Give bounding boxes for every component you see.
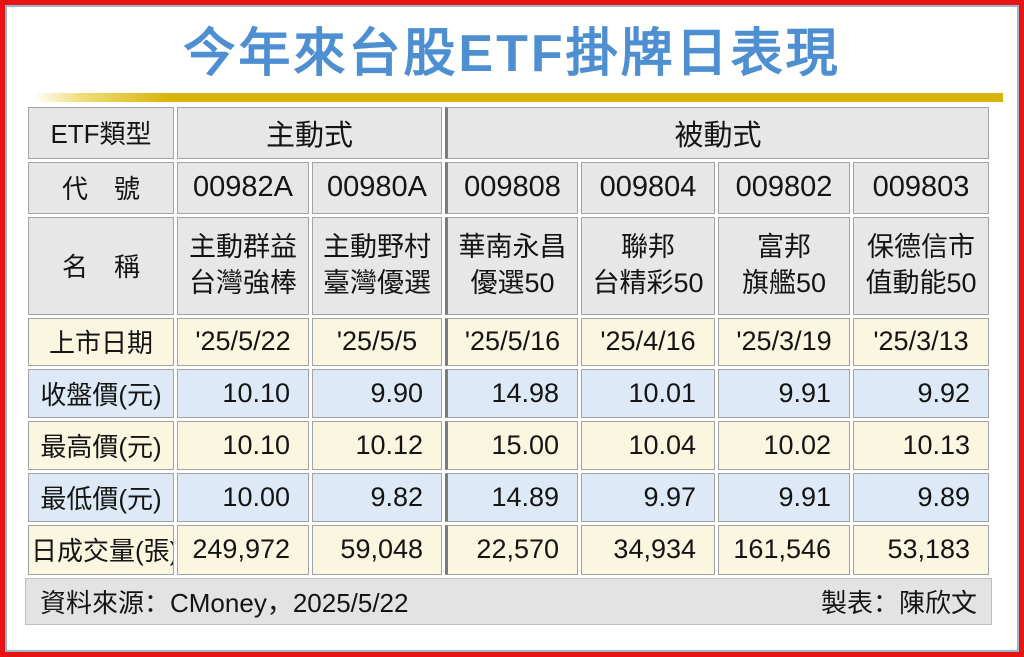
cell-volume-0: 249,972 bbox=[177, 524, 309, 575]
table-row-close: 收盤價(元) 10.10 9.90 14.98 10.01 9.91 9.92 bbox=[28, 368, 990, 418]
cell-volume-5: 53,183 bbox=[853, 524, 990, 575]
footer-bar: 資料來源：CMoney，2025/5/22 製表：陳欣文 bbox=[25, 577, 992, 625]
data-source: 資料來源：CMoney，2025/5/22 bbox=[40, 587, 409, 618]
cell-high-0: 10.10 bbox=[177, 420, 309, 470]
cell-volume-2: 22,570 bbox=[445, 524, 579, 575]
cell-date-1: '25/5/5 bbox=[312, 317, 443, 366]
cell-date-5: '25/3/13 bbox=[853, 317, 990, 366]
cell-date-3: '25/4/16 bbox=[581, 317, 716, 366]
cell-volume-3: 34,934 bbox=[581, 524, 716, 575]
cell-high-2: 15.00 bbox=[445, 420, 579, 470]
cell-close-2: 14.98 bbox=[445, 368, 579, 418]
cell-volume-4: 161,546 bbox=[718, 524, 851, 575]
cell-date-0: '25/5/22 bbox=[177, 317, 309, 366]
passive-group-header: 被動式 bbox=[445, 106, 990, 159]
name-line: 值動能50 bbox=[865, 267, 977, 298]
cell-low-5: 9.89 bbox=[853, 472, 990, 522]
row-label-volume: 日成交量(張) bbox=[28, 524, 174, 575]
name-line: 保德信市 bbox=[867, 232, 976, 263]
cell-code-1: 00980A bbox=[312, 161, 443, 214]
table-row-type: ETF類型 主動式 被動式 bbox=[28, 106, 990, 159]
cell-code-2: 009808 bbox=[445, 161, 579, 214]
cell-high-3: 10.04 bbox=[581, 420, 716, 470]
name-line: 優選50 bbox=[470, 267, 555, 298]
cell-close-3: 10.01 bbox=[581, 368, 716, 418]
page-title: 今年來台股ETF掛牌日表現 bbox=[183, 25, 841, 83]
cell-code-3: 009804 bbox=[581, 161, 716, 214]
cell-date-2: '25/5/16 bbox=[445, 317, 579, 366]
cell-high-1: 10.12 bbox=[312, 420, 443, 470]
row-label-close: 收盤價(元) bbox=[28, 368, 174, 418]
active-group-header: 主動式 bbox=[177, 106, 443, 159]
cell-high-5: 10.13 bbox=[853, 420, 990, 470]
table-row-list-date: 上市日期 '25/5/22 '25/5/5 '25/5/16 '25/4/16 … bbox=[28, 317, 990, 366]
cell-name-3: 聯邦 台精彩50 bbox=[581, 216, 716, 315]
etf-type-header: ETF類型 bbox=[28, 106, 174, 159]
name-line: 富邦 bbox=[757, 232, 812, 263]
table-row-code: 代 號 00982A 00980A 009808 009804 009802 0… bbox=[28, 161, 990, 214]
name-line: 台灣強棒 bbox=[189, 267, 297, 298]
etf-table: ETF類型 主動式 被動式 代 號 00982A 00980A 009808 0… bbox=[25, 104, 992, 578]
row-label-low: 最低價(元) bbox=[28, 472, 174, 522]
cell-high-4: 10.02 bbox=[718, 420, 851, 470]
cell-low-2: 14.89 bbox=[445, 472, 579, 522]
table-row-high: 最高價(元) 10.10 10.12 15.00 10.04 10.02 10.… bbox=[28, 420, 990, 470]
name-line: 聯邦 bbox=[621, 232, 676, 263]
table-row-name: 名 稱 主動群益 台灣強棒 主動野村 臺灣優選 華南永昌 優選50 聯邦 台精彩… bbox=[28, 216, 990, 315]
cell-name-2: 華南永昌 優選50 bbox=[445, 216, 579, 315]
row-label-code: 代 號 bbox=[28, 161, 174, 214]
name-line: 旗艦50 bbox=[741, 267, 827, 298]
name-line: 主動野村 bbox=[323, 232, 431, 263]
infographic-frame: 今年來台股ETF掛牌日表現 ETF類型 主動式 被動式 代 號 00982A 0… bbox=[5, 5, 1019, 652]
cell-code-5: 009803 bbox=[853, 161, 990, 214]
cell-low-3: 9.97 bbox=[581, 472, 716, 522]
credit: 製表：陳欣文 bbox=[820, 587, 977, 618]
gold-divider bbox=[33, 92, 1003, 102]
cell-code-4: 009802 bbox=[718, 161, 851, 214]
cell-name-0: 主動群益 台灣強棒 bbox=[177, 216, 309, 315]
name-line: 臺灣優選 bbox=[323, 267, 431, 298]
name-line: 台精彩50 bbox=[592, 267, 704, 298]
row-label-high: 最高價(元) bbox=[28, 420, 174, 470]
name-line: 主動群益 bbox=[189, 232, 297, 263]
row-label-list-date: 上市日期 bbox=[28, 317, 174, 366]
cell-close-5: 9.92 bbox=[853, 368, 990, 418]
cell-low-4: 9.91 bbox=[718, 472, 851, 522]
cell-close-0: 10.10 bbox=[177, 368, 309, 418]
cell-volume-1: 59,048 bbox=[312, 524, 443, 575]
cell-name-4: 富邦 旗艦50 bbox=[718, 216, 851, 315]
cell-close-4: 9.91 bbox=[718, 368, 851, 418]
cell-name-1: 主動野村 臺灣優選 bbox=[312, 216, 443, 315]
cell-code-0: 00982A bbox=[177, 161, 309, 214]
cell-close-1: 9.90 bbox=[312, 368, 443, 418]
table-row-volume: 日成交量(張) 249,972 59,048 22,570 34,934 161… bbox=[28, 524, 990, 575]
cell-date-4: '25/3/19 bbox=[718, 317, 851, 366]
name-line: 華南永昌 bbox=[458, 232, 567, 263]
table-row-low: 最低價(元) 10.00 9.82 14.89 9.97 9.91 9.89 bbox=[28, 472, 990, 522]
row-label-name: 名 稱 bbox=[28, 216, 174, 315]
cell-name-5: 保德信市 值動能50 bbox=[853, 216, 990, 315]
cell-low-0: 10.00 bbox=[177, 472, 309, 522]
cell-low-1: 9.82 bbox=[312, 472, 443, 522]
